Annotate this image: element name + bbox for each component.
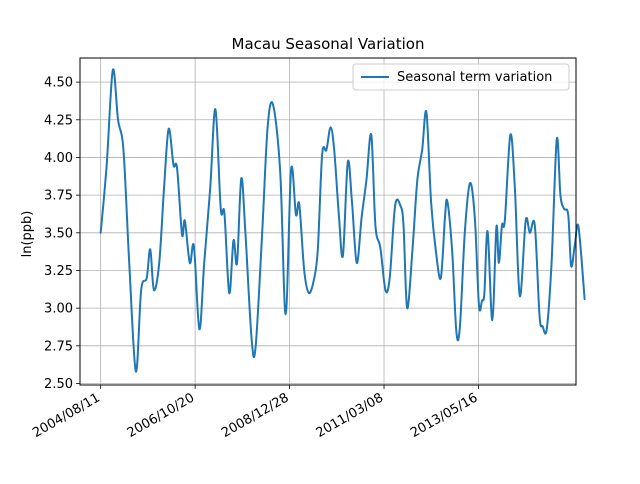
x-tick-label: 2013/05/16 xyxy=(408,390,480,440)
x-tick-label: 2006/10/20 xyxy=(125,390,197,440)
y-tick-label: 2.50 xyxy=(44,377,73,392)
y-axis-label: ln(ppb) xyxy=(20,211,35,258)
axis-ticks: 2004/08/11 2006/10/20 2008/12/28 2011/03/08… xyxy=(30,76,480,441)
y-tick-label: 4.50 xyxy=(44,76,73,91)
y-tick-label: 3.75 xyxy=(44,189,73,204)
legend-box xyxy=(352,63,570,91)
y-tick-label: 4.25 xyxy=(44,113,73,128)
axes-frame xyxy=(79,57,577,386)
series-line-seasonal-term-variation xyxy=(99,68,586,373)
y-tick-label: 3.00 xyxy=(44,302,73,317)
x-tick-label: 2011/03/08 xyxy=(314,390,386,440)
grid-lines xyxy=(80,58,576,385)
y-tick-label: 3.25 xyxy=(44,264,73,279)
y-tick-label: 2.75 xyxy=(44,339,73,354)
y-tick-label: 4.00 xyxy=(44,151,73,166)
legend: Seasonal term variation xyxy=(352,63,570,91)
chart-title: Macau Seasonal Variation xyxy=(232,35,425,53)
series-line-group xyxy=(99,68,586,373)
y-tick-label: 3.50 xyxy=(44,226,73,241)
x-tick-label: 2004/08/11 xyxy=(30,390,102,440)
legend-label: Seasonal term variation xyxy=(397,70,552,85)
x-tick-label: 2008/12/28 xyxy=(219,390,291,440)
